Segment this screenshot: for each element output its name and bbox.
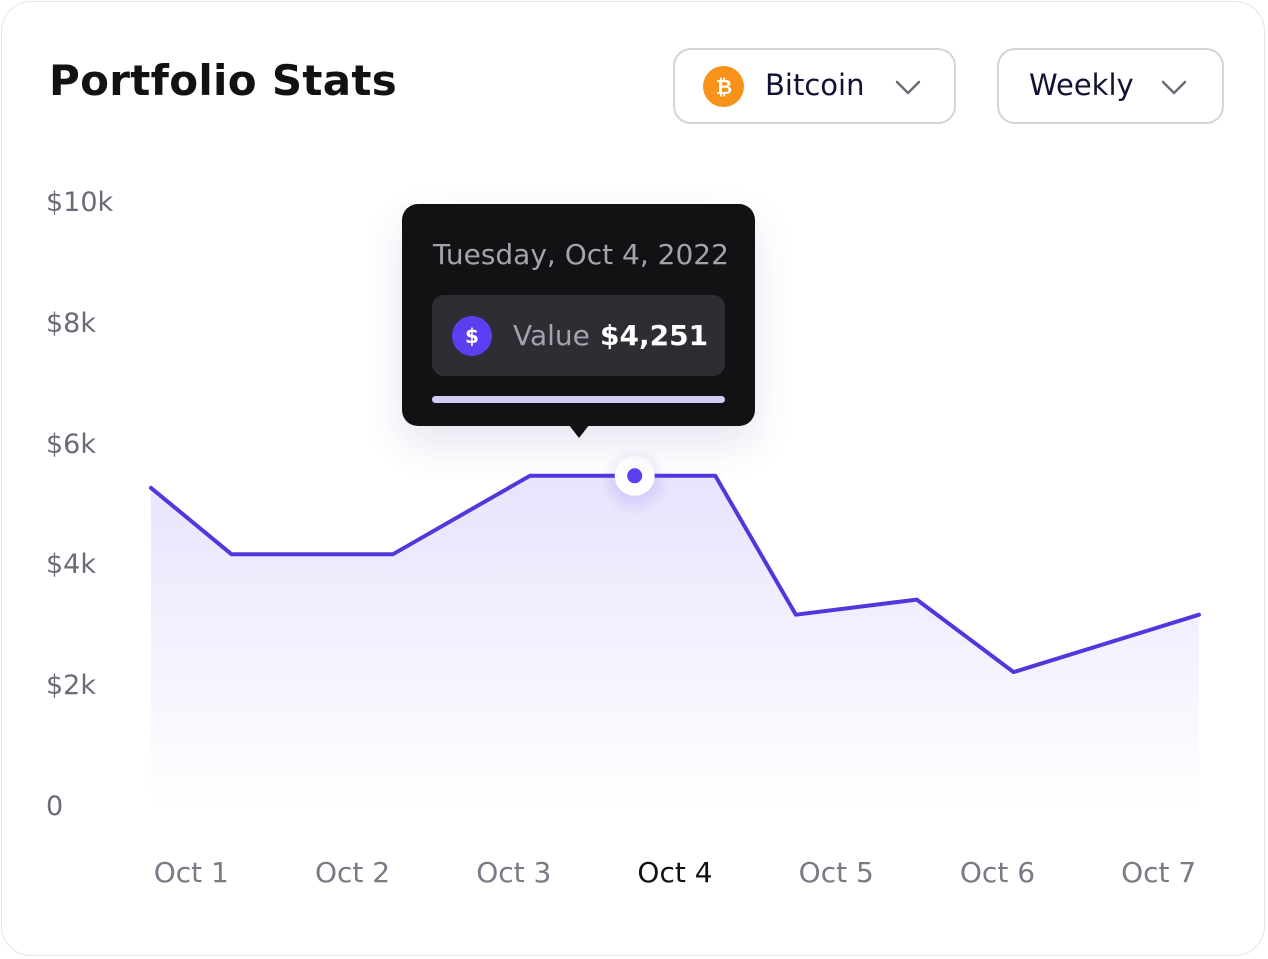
tooltip-date: Tuesday, Oct 4, 2022 [433, 238, 729, 271]
svg-text:₿: ₿ [715, 75, 731, 99]
coin-select[interactable]: ₿ Bitcoin [673, 48, 956, 124]
chevron-down-icon [895, 80, 921, 95]
y-tick-label: $8k [46, 307, 96, 339]
x-tick-label: Oct 6 [959, 856, 1036, 889]
tooltip-arrow [565, 420, 593, 438]
y-tick-label: $10k [46, 187, 114, 218]
dollar-icon: $ [452, 316, 492, 356]
y-tick-label: 0 [46, 791, 64, 822]
x-tick-label: Oct 7 [1121, 856, 1197, 889]
x-tick-label: Oct 3 [476, 856, 552, 889]
value-tooltip: Tuesday, Oct 4, 2022 $ Value $4,251 [402, 204, 755, 426]
highlight-marker[interactable] [627, 468, 643, 484]
y-tick-label: $6k [46, 428, 96, 460]
period-select[interactable]: Weekly [997, 48, 1224, 124]
tooltip-value-box: $ Value $4,251 [432, 295, 725, 376]
x-tick-label: Oct 1 [153, 856, 229, 889]
tooltip-value: $4,251 [600, 319, 709, 352]
tooltip-progress-bar [432, 396, 725, 403]
x-tick-label: Oct 4 [637, 856, 713, 889]
x-tick-label: Oct 5 [798, 856, 874, 889]
period-select-value: Weekly [1029, 68, 1134, 102]
x-tick-label: Oct 2 [314, 856, 391, 889]
coin-select-value: Bitcoin [765, 68, 865, 102]
y-tick-label: $4k [46, 549, 96, 581]
bitcoin-icon: ₿ [703, 66, 744, 107]
chart-area-fill [151, 475, 1199, 808]
y-tick-label: $2k [46, 670, 96, 702]
tooltip-value-label: Value [513, 319, 590, 352]
chart-series-line [149, 473, 1201, 675]
page-title: Portfolio Stats [49, 56, 398, 105]
chevron-down-icon [1161, 80, 1187, 95]
